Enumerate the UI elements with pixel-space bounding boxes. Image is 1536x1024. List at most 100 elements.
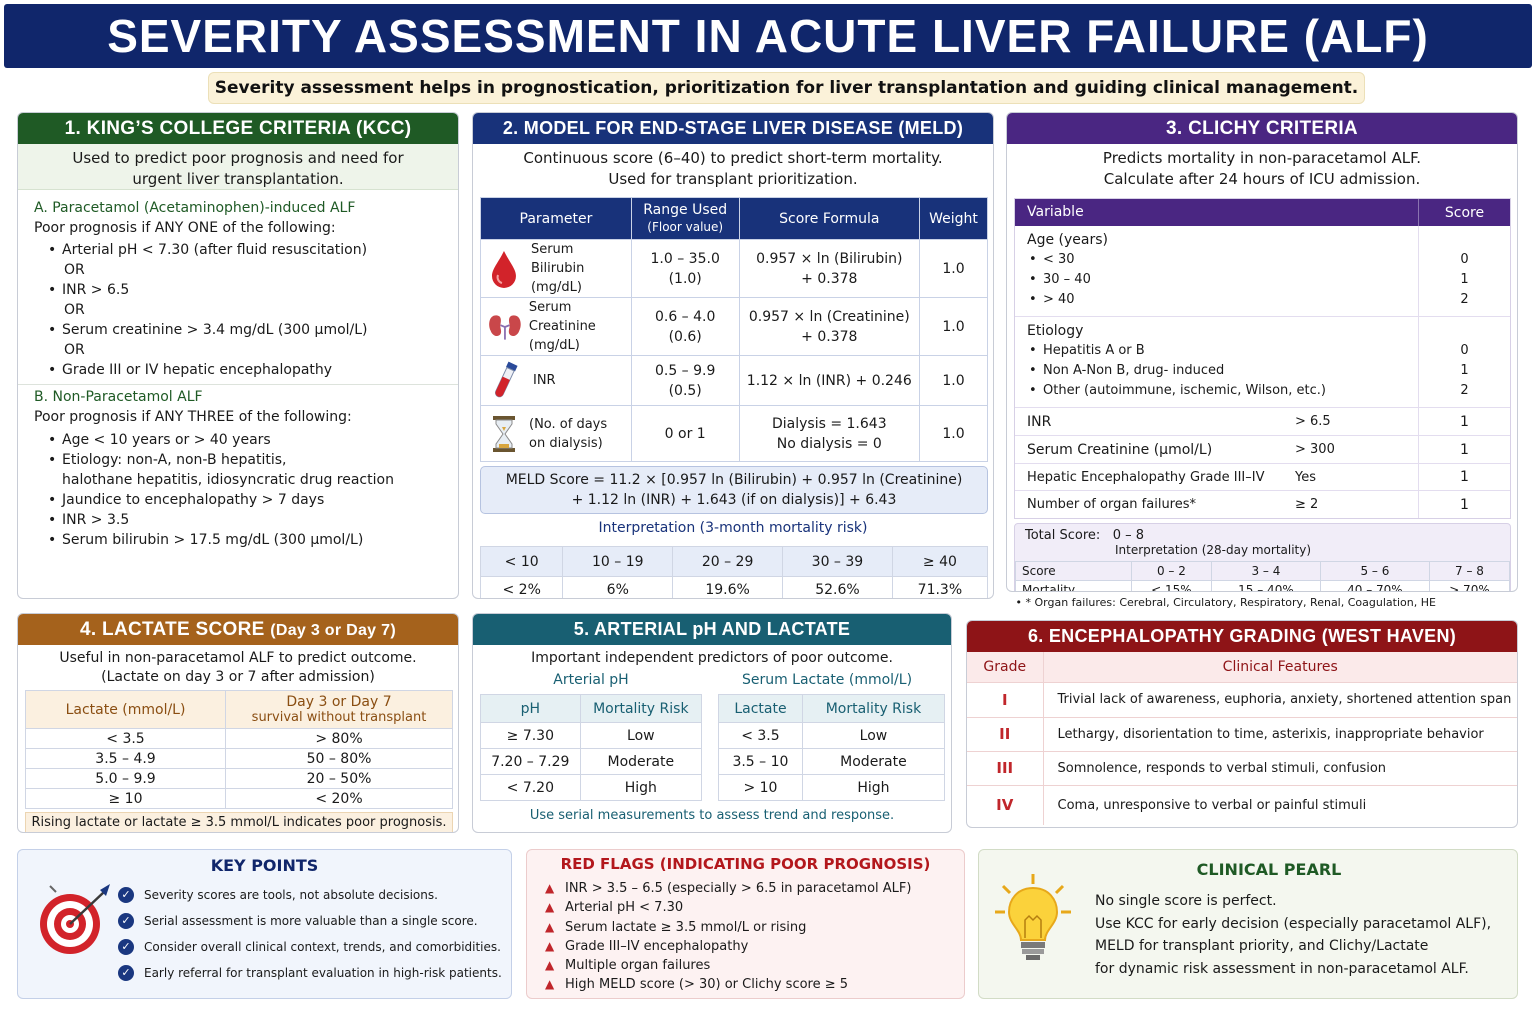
red-flag-item: Grade III–IV encephalopathy [565,938,749,954]
clichy-var: Hepatic Encephalopathy Grade III–IV [1027,469,1265,485]
clichy-age-item: < 30 [1027,250,1418,270]
or-label: OR [64,262,85,278]
lactate-cell: ≥ 10 [25,788,226,809]
meld-formula-cont: + 0.378 [801,270,858,287]
enceph-feature: Trivial lack of awareness, euphoria, anx… [1057,692,1512,707]
enceph-grade: II [967,717,1044,751]
meld-interp-title: Interpretation (3-month mortality risk) [598,520,868,536]
lactate-risk-cell: > 10 [718,774,803,801]
lactate-cell: < 3.5 [25,728,226,749]
warning-icon: ▲ [545,977,555,992]
lactate-header: Day 3 or Day 7 [286,693,392,710]
table-row: < 7.20 High [480,774,703,801]
lactate-risk-cell: 3.5 – 10 [718,748,803,775]
warning-icon: ▲ [545,938,555,953]
hourglass-icon [493,415,515,452]
meld-range-cell: 20 – 29 [672,546,784,577]
clichy-score: 1 [1460,413,1469,430]
red-flags-title: RED FLAGS (INDICATING POOR PROGNOSIS) [560,855,931,873]
warning-icon: ▲ [545,900,555,915]
key-point: Consider overall clinical context, trend… [144,940,501,954]
lactate-header-sub: survival without transplant [251,709,427,725]
table-row: INR 0.5 – 9.9 (0.5) 1.12 × ln (INR) + 0.2… [480,355,988,406]
meld-param-name: Serum Creatinine [528,300,596,334]
enceph-feature: Lethargy, disorientation to time, asteri… [1057,726,1484,742]
pearl-line: No single score is perfect. [1095,893,1277,909]
check-icon: ✓ [118,913,134,929]
kcc-a-intro: Poor prognosis if ANY ONE of the followi… [34,220,336,236]
meld-panel: 2. MODEL FOR END-STAGE LIVER DISEASE (ME… [472,112,994,599]
ph-header: Mortality Risk [579,694,703,723]
ph-cell: < 7.20 [480,774,581,801]
kcc-b-item-cont: halothane hepatitis, idiosyncratic drug … [62,472,394,488]
red-flag-item: High MELD score (> 30) or Clichy score ≥… [565,977,849,993]
clichy-panel: 3. CLICHY CRITERIA Predicts mortality in… [1006,112,1518,592]
lactate-risk-cell: Low [801,722,946,749]
meld-header-range: Range Used [643,201,728,218]
blood-drop-icon [491,250,516,288]
meld-weight: 1.0 [919,355,988,406]
key-point: Severity scores are tools, not absolute … [144,888,438,902]
kcc-a-item: Grade III or IV hepatic encephalopathy [46,360,458,380]
meld-floor: (1.0) [668,270,702,287]
clichy-interp-cell: > 70% [1428,580,1511,591]
clichy-interp-cell: 3 – 4 [1210,561,1321,581]
clichy-score: 2 [1460,292,1469,307]
meld-title: 2. MODEL FOR END-STAGE LIVER DISEASE (ME… [473,113,993,169]
page-subtitle: Severity assessment helps in prognostica… [208,72,1365,104]
meld-formula: 0.957 × ln (Bilirubin) [756,250,903,267]
meld-param-unit: (mg/dL) [530,280,582,295]
enceph-grade: I [967,682,1044,717]
table-row: Serum Bilirubin (mg/dL) 1.0 – 35.0 (1.0) 0… [480,239,988,298]
meld-risk-cell: < 2% [479,576,564,598]
lactate-cell: > 80% [225,728,453,749]
red-flag-item: Serum lactate ≥ 3.5 mmol/L or rising [565,919,807,935]
clichy-interp-cell: < 15% [1130,580,1212,591]
warning-icon: ▲ [545,881,555,895]
clichy-header-score: Score [1444,204,1485,221]
clichy-cutoff: Yes [1295,463,1419,491]
clichy-interp-cell: Score [1015,561,1132,581]
ph-cell: High [579,774,703,801]
enceph-grade: IV [967,785,1044,825]
meld-range: 0 or 1 [630,405,740,462]
red-flag-item: INR > 3.5 – 6.5 (especially > 6.5 in par… [565,881,912,896]
meld-risk-row: < 2% 6% 19.6% 52.6% 71.3% [479,576,989,598]
table-row: ≥ 10 < 20% [25,788,453,809]
meld-floor: (0.5) [668,382,702,399]
target-icon [40,884,110,954]
meld-weight: 1.0 [919,405,988,462]
ph-table: pH Mortality Risk ≥ 7.30 Low 7.20 – 7.29 Mo… [480,694,703,801]
table-row: Serum Creatinine (mg/dL) 0.6 – 4.0 (0.6) 0… [480,297,988,356]
lactate-risk-cell: High [801,774,946,801]
lactate-risk-header: Mortality Risk [801,694,946,723]
meld-formula: Dialysis = 1.643 [771,415,887,432]
table-row: 5.0 – 9.9 20 – 50% [25,768,453,789]
kcc-a-item: Arterial pH < 7.30 (after fluid resuscit… [46,240,458,260]
kcc-b-item: INR > 3.5 [46,510,458,530]
clichy-interp-cell: 0 – 2 [1130,561,1212,581]
kcc-a-item: Serum creatinine > 3.4 mg/dL (300 µmol/L… [46,320,458,340]
page-title: SEVERITY ASSESSMENT IN ACUTE LIVER FAILU… [4,4,1532,68]
meld-range-cell: ≥ 40 [891,546,989,577]
meld-range-cell: < 10 [479,546,564,577]
meld-formula-cont: No dialysis = 0 [776,435,882,452]
kcc-b-item: Jaundice to encephalopathy > 7 days [46,490,458,510]
check-icon: ✓ [118,939,134,955]
ph-cell: Moderate [579,748,703,775]
clichy-cutoff: ≥ 2 [1295,491,1419,518]
enceph-title: 6. ENCEPHALOPATHY GRADING (WEST HAVEN) [967,621,1517,652]
meld-range: 0.6 – 4.0 [654,308,716,325]
lactate-cell: 5.0 – 9.9 [25,768,226,789]
clichy-etio-title: Etiology [1027,323,1084,339]
kcc-b-intro: Poor prognosis if ANY THREE of the follo… [34,409,352,425]
clichy-header-variable: Variable [1015,199,1419,226]
kcc-b-item: Etiology: non-A, non-B hepatitis, [46,450,458,470]
meld-param: Serum Creatinine (mg/dL) [480,297,632,356]
clichy-interp-cell: 40 – 70% [1319,580,1430,591]
meld-formula-line-2: + 1.12 ln (INR) + 1.643 (if on dialysis)… [571,492,897,508]
clichy-score: 1 [1460,469,1469,485]
pearl-line: Use KCC for early decision (especially p… [1095,915,1492,932]
clinical-pearl-title: CLINICAL PEARL [1196,860,1342,879]
meld-desc-1: Continuous score (6–40) to predict short… [523,149,943,167]
